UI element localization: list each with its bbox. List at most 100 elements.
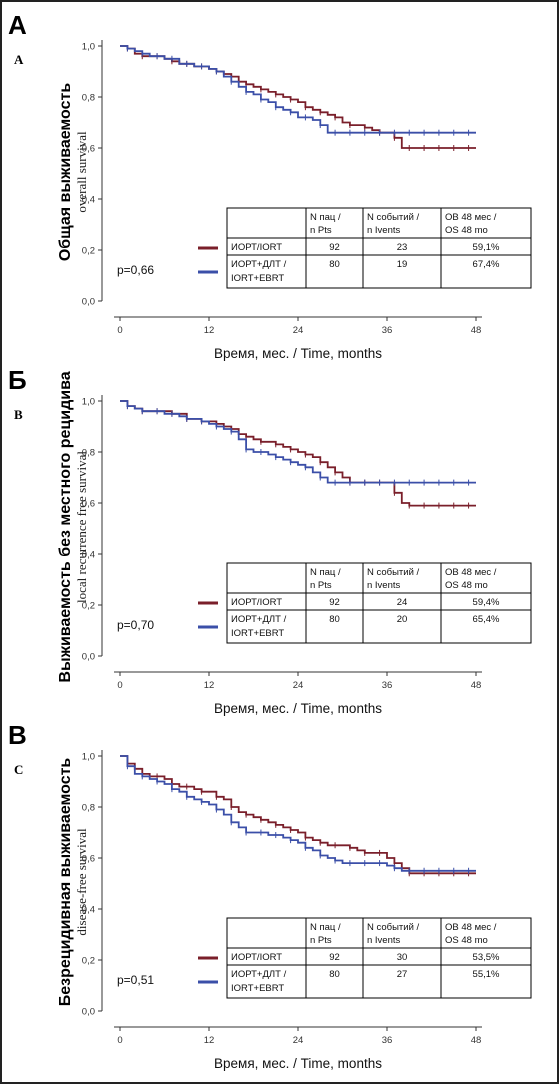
km-curve-series-1 bbox=[120, 400, 476, 507]
x-axis-label: Время, мес. / Time, months bbox=[214, 701, 382, 716]
table-header: N пац / bbox=[310, 922, 341, 933]
km-curve-series-1 bbox=[120, 755, 476, 875]
y-axis-label-en: disease-free survival bbox=[74, 828, 89, 936]
table-header: OS 48 mo bbox=[445, 935, 488, 946]
panel-letter-en: A bbox=[14, 52, 24, 67]
y-tick-label: 0,4 bbox=[82, 195, 95, 206]
table-header: n Pts bbox=[310, 935, 332, 946]
x-axis-label: Время, мес. / Time, months bbox=[214, 1056, 382, 1071]
table-events: 23 bbox=[397, 242, 408, 253]
table-header: n Ivents bbox=[367, 225, 401, 236]
y-tick-label: 0,0 bbox=[82, 652, 95, 663]
x-tick-label: 36 bbox=[382, 325, 393, 336]
legend-table bbox=[226, 917, 532, 999]
table-os48: 67,4% bbox=[473, 259, 500, 270]
x-tick-label: 48 bbox=[471, 1035, 482, 1046]
y-tick-label: 0,6 bbox=[82, 499, 95, 510]
p-value: p=0,66 bbox=[117, 263, 154, 277]
y-axis-label: Выживаемость без местного рецидива bbox=[57, 371, 74, 682]
y-axis-label: Безрецидивная выживаемость bbox=[57, 758, 74, 1007]
p-value: p=0,51 bbox=[117, 973, 154, 987]
x-tick-label: 24 bbox=[293, 325, 304, 336]
table-os48: 65,4% bbox=[473, 614, 500, 625]
y-tick-label: 0,2 bbox=[82, 246, 95, 257]
table-os48: 55,1% bbox=[473, 969, 500, 980]
table-events: 24 bbox=[397, 597, 408, 608]
table-series-name: ИОРТ+ДЛТ / bbox=[231, 969, 287, 980]
table-header: n Pts bbox=[310, 225, 332, 236]
y-tick-label: 0,6 bbox=[82, 854, 95, 865]
table-os48: 53,5% bbox=[473, 952, 500, 963]
x-tick-label: 12 bbox=[204, 325, 215, 336]
table-os48: 59,1% bbox=[473, 242, 500, 253]
table-header: n Pts bbox=[310, 580, 332, 591]
table-n: 80 bbox=[329, 259, 340, 270]
y-tick-label: 0,8 bbox=[82, 448, 95, 459]
table-series-name: ИОРТ/IORT bbox=[231, 952, 282, 963]
table-n: 80 bbox=[329, 969, 340, 980]
x-tick-label: 36 bbox=[382, 1035, 393, 1046]
table-series-name: ИОРТ+ДЛТ / bbox=[231, 259, 287, 270]
x-tick-label: 0 bbox=[117, 325, 122, 336]
table-header: ОВ 48 мес / bbox=[445, 922, 497, 933]
table-n: 92 bbox=[329, 597, 340, 608]
panel-3: ВC Безрецидивная выживаемость disease-free… bbox=[8, 720, 532, 1071]
table-header: OS 48 mo bbox=[445, 580, 488, 591]
table-os48: 59,4% bbox=[473, 597, 500, 608]
x-tick-label: 24 bbox=[293, 680, 304, 691]
table-series-name: ИОРТ/IORT bbox=[231, 597, 282, 608]
table-header: N событий / bbox=[367, 212, 420, 223]
table-header: ОВ 48 мес / bbox=[445, 567, 497, 578]
y-tick-label: 0,0 bbox=[82, 1007, 95, 1018]
x-tick-label: 12 bbox=[204, 680, 215, 691]
table-header: N событий / bbox=[367, 922, 420, 933]
y-tick-label: 1,0 bbox=[82, 752, 95, 763]
x-tick-label: 48 bbox=[471, 325, 482, 336]
table-header: OS 48 mo bbox=[445, 225, 488, 236]
table-header: N событий / bbox=[367, 567, 420, 578]
table-events: 30 bbox=[397, 952, 408, 963]
y-tick-label: 0,0 bbox=[82, 297, 95, 308]
y-tick-label: 0,2 bbox=[82, 956, 95, 967]
table-events: 19 bbox=[397, 259, 408, 270]
panel-letter: А bbox=[8, 10, 27, 40]
table-header: N пац / bbox=[310, 567, 341, 578]
x-tick-label: 48 bbox=[471, 680, 482, 691]
table-n: 92 bbox=[329, 242, 340, 253]
km-curve-series-2 bbox=[120, 400, 476, 484]
table-events: 20 bbox=[397, 614, 408, 625]
table-header: N пац / bbox=[310, 212, 341, 223]
y-tick-label: 0,4 bbox=[82, 550, 95, 561]
table-series-name: IORT+EBRT bbox=[231, 273, 284, 284]
table-n: 92 bbox=[329, 952, 340, 963]
x-tick-label: 24 bbox=[293, 1035, 304, 1046]
x-tick-label: 0 bbox=[117, 680, 122, 691]
x-tick-label: 12 bbox=[204, 1035, 215, 1046]
panel-letter: Б bbox=[8, 365, 27, 395]
panel-letter-en: C bbox=[14, 762, 23, 777]
y-axis-label-en: local recurrence free survival bbox=[74, 451, 89, 603]
panel-2: БB Выживаемость без местного рецидива loca… bbox=[8, 365, 532, 716]
y-tick-label: 0,6 bbox=[82, 144, 95, 155]
table-header: n Ivents bbox=[367, 580, 401, 591]
km-curve-series-2 bbox=[120, 45, 476, 134]
table-events: 27 bbox=[397, 969, 408, 980]
table-series-name: ИОРТ+ДЛТ / bbox=[231, 614, 287, 625]
y-tick-label: 0,2 bbox=[82, 601, 95, 612]
table-series-name: IORT+EBRT bbox=[231, 628, 284, 639]
panel-letter-en: B bbox=[14, 407, 23, 422]
y-tick-label: 0,8 bbox=[82, 93, 95, 104]
x-tick-label: 0 bbox=[117, 1035, 122, 1046]
y-tick-label: 1,0 bbox=[82, 397, 95, 408]
y-tick-label: 1,0 bbox=[82, 42, 95, 53]
y-tick-label: 0,8 bbox=[82, 803, 95, 814]
legend-table bbox=[226, 562, 532, 644]
x-axis-label: Время, мес. / Time, months bbox=[214, 346, 382, 361]
y-axis-label: Общая выживаемость bbox=[57, 83, 74, 262]
km-curve-series-2 bbox=[120, 755, 476, 872]
panel-1: АA Общая выживаемость overall survival 0,0 0… bbox=[8, 10, 532, 361]
table-header: ОВ 48 мес / bbox=[445, 212, 497, 223]
